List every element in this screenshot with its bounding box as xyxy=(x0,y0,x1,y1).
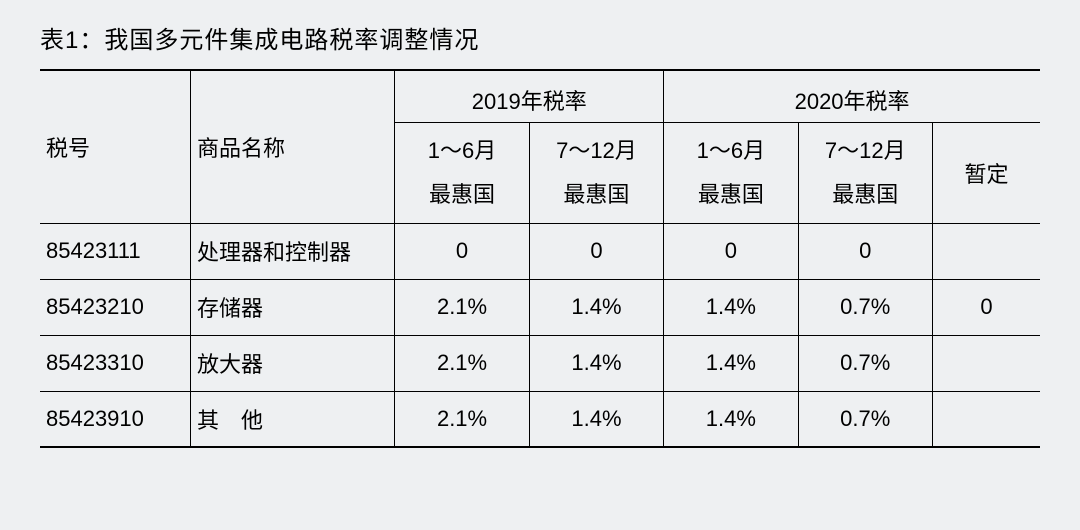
col-2020-h1-l1: 1～6月 xyxy=(664,122,798,171)
cell-tax-code: 85423111 xyxy=(40,223,191,279)
cell-2019-h2: 1.4% xyxy=(529,279,663,335)
cell-2019-h2: 0 xyxy=(529,223,663,279)
cell-provisional xyxy=(932,391,1040,447)
cell-product-name: 存储器 xyxy=(191,279,395,335)
cell-tax-code: 85423910 xyxy=(40,391,191,447)
cell-2019-h1: 2.1% xyxy=(395,279,529,335)
cell-product-name: 处理器和控制器 xyxy=(191,223,395,279)
cell-2019-h2: 1.4% xyxy=(529,391,663,447)
cell-2020-h2: 0.7% xyxy=(798,335,932,391)
cell-2020-h2: 0.7% xyxy=(798,279,932,335)
cell-tax-code: 85423310 xyxy=(40,335,191,391)
cell-2020-h2: 0.7% xyxy=(798,391,932,447)
cell-provisional xyxy=(932,335,1040,391)
cell-provisional: 0 xyxy=(932,279,1040,335)
table-row: 85423111 处理器和控制器 0 0 0 0 xyxy=(40,223,1040,279)
col-group-2020: 2020年税率 xyxy=(664,70,1040,122)
table-title: 表1：我国多元件集成电路税率调整情况 xyxy=(40,20,1040,55)
col-2019-h2-l2: 最惠国 xyxy=(529,171,663,224)
col-2020-h2-l1: 7～12月 xyxy=(798,122,932,171)
cell-provisional xyxy=(932,223,1040,279)
cell-2020-h1: 0 xyxy=(664,223,798,279)
col-group-2019: 2019年税率 xyxy=(395,70,664,122)
table-row: 85423310 放大器 2.1% 1.4% 1.4% 0.7% xyxy=(40,335,1040,391)
cell-2020-h1: 1.4% xyxy=(664,391,798,447)
cell-product-name: 放大器 xyxy=(191,335,395,391)
cell-2020-h2: 0 xyxy=(798,223,932,279)
cell-2020-h1: 1.4% xyxy=(664,279,798,335)
col-tax-code: 税号 xyxy=(40,70,191,223)
cell-2020-h1: 1.4% xyxy=(664,335,798,391)
cell-2019-h1: 2.1% xyxy=(395,335,529,391)
cell-2019-h1: 2.1% xyxy=(395,391,529,447)
col-product-name: 商品名称 xyxy=(191,70,395,223)
cell-2019-h1: 0 xyxy=(395,223,529,279)
table-row: 85423910 其 他 2.1% 1.4% 1.4% 0.7% xyxy=(40,391,1040,447)
cell-tax-code: 85423210 xyxy=(40,279,191,335)
col-2019-h1-l2: 最惠国 xyxy=(395,171,529,224)
col-provisional: 暂定 xyxy=(932,122,1040,223)
cell-product-name: 其 他 xyxy=(191,391,395,447)
col-2019-h2-l1: 7～12月 xyxy=(529,122,663,171)
table-row: 85423210 存储器 2.1% 1.4% 1.4% 0.7% 0 xyxy=(40,279,1040,335)
cell-2019-h2: 1.4% xyxy=(529,335,663,391)
col-2020-h2-l2: 最惠国 xyxy=(798,171,932,224)
tax-rate-table: 税号 商品名称 2019年税率 2020年税率 1～6月 7～12月 1～6月 … xyxy=(40,69,1040,448)
col-2019-h1-l1: 1～6月 xyxy=(395,122,529,171)
col-2020-h1-l2: 最惠国 xyxy=(664,171,798,224)
